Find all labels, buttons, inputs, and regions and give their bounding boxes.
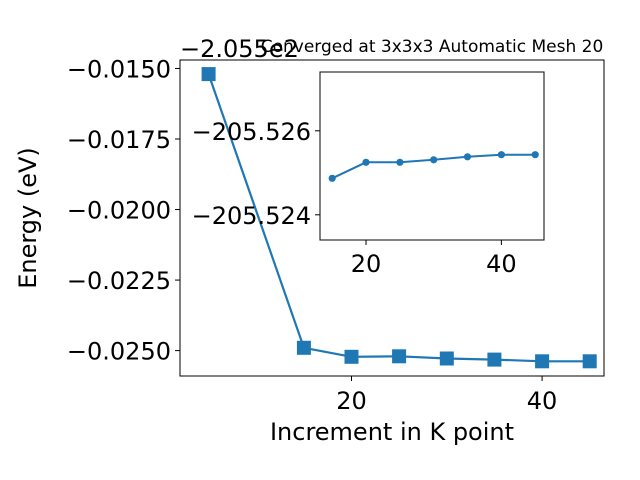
main-data-point xyxy=(345,350,359,364)
y-axis-label: Energy (eV) xyxy=(14,147,42,289)
main-data-point xyxy=(583,354,597,368)
inset-data-point xyxy=(329,175,336,182)
main-data-point xyxy=(202,67,216,81)
y-tick-label: −0.0150 xyxy=(67,55,171,83)
inset-x-tick-label: 40 xyxy=(486,250,517,278)
inset-data-point xyxy=(396,159,403,166)
inset-y-tick-label: −205.524 xyxy=(192,202,311,230)
main-data-point xyxy=(487,353,501,367)
inset-data-point xyxy=(532,151,539,158)
x-tick-label: 40 xyxy=(527,387,558,415)
main-data-point xyxy=(392,349,406,363)
y-tick-label: −0.0250 xyxy=(67,338,171,366)
main-data-point xyxy=(440,352,454,366)
main-data-point xyxy=(297,341,311,355)
y-tick-label: −0.0200 xyxy=(67,197,171,225)
y-tick-label: −0.0225 xyxy=(67,267,171,295)
inset-data-point xyxy=(464,153,471,160)
y-tick-label: −0.0175 xyxy=(67,126,171,154)
main-data-point xyxy=(535,354,549,368)
inset-y-tick-label: −205.526 xyxy=(192,118,311,146)
x-tick-label: 20 xyxy=(336,387,367,415)
x-axis-label: Increment in K point xyxy=(270,418,514,446)
chart-title: Converged at 3x3x3 Automatic Mesh 20 xyxy=(261,37,604,57)
inset-background xyxy=(320,72,544,240)
inset-data-point xyxy=(498,151,505,158)
inset-x-tick-label: 20 xyxy=(351,250,382,278)
inset-data-point xyxy=(430,156,437,163)
inset-data-point xyxy=(362,159,369,166)
